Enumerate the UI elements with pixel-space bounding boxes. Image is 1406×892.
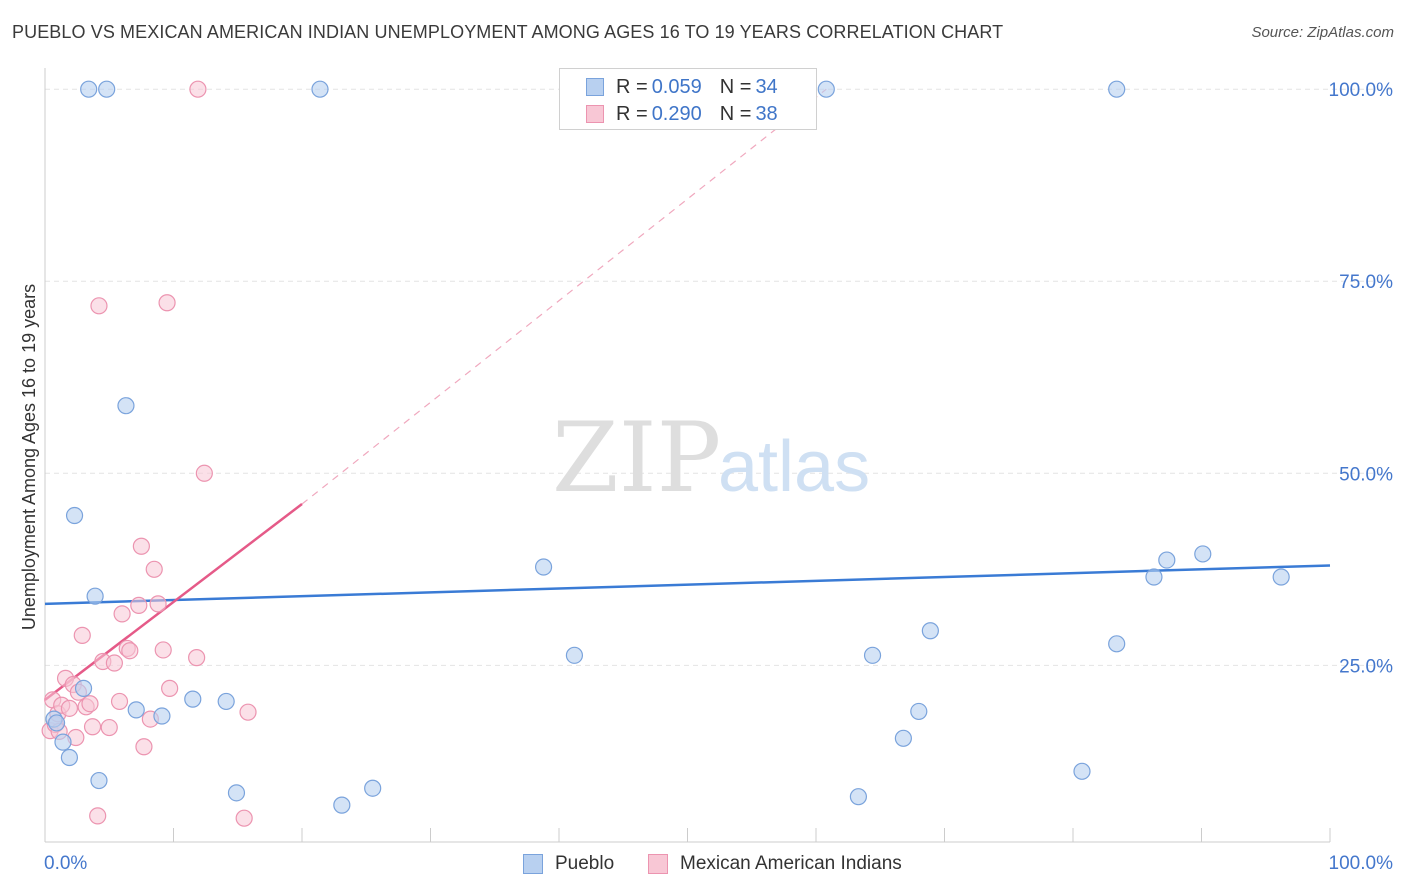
bottom-legend-swatch-mexican <box>648 854 668 874</box>
pueblo-point <box>117 397 135 415</box>
pueblo-point <box>817 80 835 98</box>
pueblo-point <box>98 80 116 98</box>
mexican-point <box>158 294 176 312</box>
bottom-legend-pueblo: Pueblo <box>523 852 614 876</box>
source-credit: Source: ZipAtlas.com <box>1251 24 1394 41</box>
pueblo-point <box>1108 635 1126 653</box>
pueblo-point <box>1073 762 1091 780</box>
bottom-legend-label-mexican: Mexican American Indians <box>680 853 902 874</box>
mexican-point <box>89 807 107 825</box>
pueblo-point <box>90 771 108 790</box>
bottom-legend-label-pueblo: Pueblo <box>555 853 615 874</box>
pueblo-point <box>86 587 104 605</box>
legend-r-label: R = <box>616 75 648 98</box>
mexican-point <box>188 649 206 667</box>
pueblo-point <box>80 80 98 98</box>
series-pueblo-points <box>45 80 1290 814</box>
pueblo-point <box>184 690 202 708</box>
mexican-point <box>239 703 257 721</box>
mexican-point <box>149 595 167 613</box>
pueblo-point <box>60 748 79 767</box>
mexican-point <box>189 80 207 98</box>
pueblo-point <box>54 733 72 751</box>
pueblo-point <box>153 707 171 725</box>
mexican-point <box>81 695 99 713</box>
legend-row-mexican: R = 0.290 N = 38 <box>586 102 782 126</box>
pueblo-point <box>1272 568 1290 586</box>
mexican-point <box>121 642 139 660</box>
mexican-point <box>105 654 123 672</box>
pueblo-point <box>311 80 329 98</box>
pueblo-point <box>1158 551 1176 569</box>
pueblo-point <box>1194 545 1212 563</box>
pueblo-trend-line <box>44 564 1331 606</box>
tick-labels: 25.0% 50.0% 75.0% 100.0% 0.0% 100.0% <box>44 80 1393 874</box>
mexican-point <box>132 537 150 555</box>
series-mexican-points <box>41 80 257 827</box>
pueblo-point <box>921 622 939 640</box>
y-axis-label: Unemployment Among Ages 16 to 19 years <box>19 284 39 630</box>
legend-n-label: N = <box>719 102 752 125</box>
pueblo-point <box>333 796 351 814</box>
mexican-point <box>73 626 91 644</box>
mexican-point <box>195 464 213 482</box>
pueblo-point <box>534 558 553 576</box>
y-tick-label: 50.0% <box>1339 464 1393 485</box>
pueblo-point <box>364 779 382 797</box>
mexican-point <box>130 596 148 615</box>
mexican-point <box>135 738 153 756</box>
y-tick-label: 75.0% <box>1339 272 1393 293</box>
mexican-point <box>100 718 118 737</box>
mexican-point <box>145 560 163 578</box>
pueblo-point <box>127 701 145 719</box>
legend-n-label: N = <box>719 75 752 98</box>
mexican-point <box>154 641 172 659</box>
legend-r-value: 0.290 <box>651 102 702 125</box>
mexican-point <box>90 297 108 315</box>
chart-title: PUEBLO VS MEXICAN AMERICAN INDIAN UNEMPL… <box>12 22 1004 42</box>
pueblo-point <box>1108 80 1126 98</box>
legend-r-value: 0.059 <box>651 75 702 98</box>
pueblo-point <box>217 692 235 711</box>
pueblo-point <box>227 784 246 802</box>
pueblo-point <box>47 714 66 732</box>
y-tick-label: 100.0% <box>1329 80 1394 101</box>
x-tick-label: 100.0% <box>1329 853 1394 874</box>
watermark-atlas: atlas <box>718 427 870 507</box>
legend-n-value: 38 <box>755 102 778 125</box>
pueblo-point <box>894 729 912 747</box>
pueblo-point <box>910 702 928 721</box>
y-tick-label: 25.0% <box>1339 656 1393 677</box>
pueblo-point <box>65 506 84 525</box>
x-tick-label: 0.0% <box>44 853 87 874</box>
mexican-point <box>83 718 102 736</box>
legend-box: R = 0.059 N = 34 R = 0.290 N = 38 <box>559 68 817 130</box>
legend-n-value: 34 <box>755 75 778 98</box>
grid-lines <box>45 88 1392 666</box>
mexican-point <box>235 809 253 827</box>
pueblo-point <box>565 646 584 664</box>
pueblo-point <box>863 646 882 664</box>
legend-swatch-pueblo <box>586 78 604 96</box>
bottom-legend-mexican: Mexican American Indians <box>648 852 902 876</box>
legend-r-label: R = <box>616 102 648 125</box>
mexican-point <box>60 699 79 717</box>
legend-row-pueblo: R = 0.059 N = 34 <box>586 75 782 99</box>
watermark-zip: ZIP <box>552 402 721 514</box>
axes <box>44 68 1331 843</box>
pueblo-point <box>849 788 868 806</box>
pueblo-point <box>74 679 93 697</box>
pueblo-point <box>1145 568 1163 586</box>
mexican-point <box>113 605 131 623</box>
mexican-trend-line <box>44 503 303 701</box>
mexican-point <box>110 692 129 711</box>
bottom-legend-swatch-pueblo <box>523 854 543 874</box>
trend-lines <box>44 88 1331 701</box>
mexican-point <box>161 679 179 697</box>
legend-swatch-mexican <box>586 105 604 123</box>
